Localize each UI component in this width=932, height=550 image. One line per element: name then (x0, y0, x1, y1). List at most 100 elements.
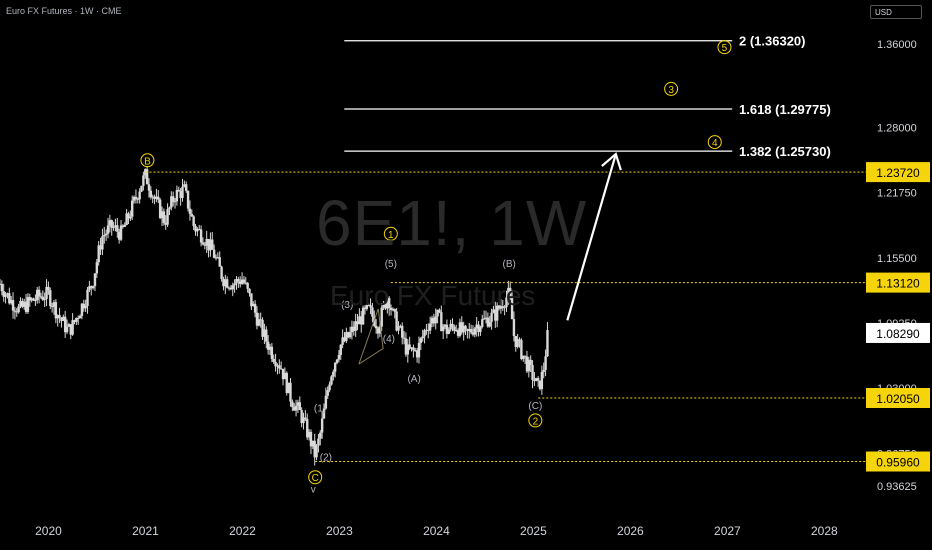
candle-body (300, 410, 303, 424)
x-axis: 2020 2021 2022 2023 2024 2025 2026 2027 2028 (35, 524, 838, 538)
candle-body (41, 296, 45, 300)
candle-body (356, 321, 359, 325)
dotted-levels (145, 171, 866, 463)
candle-body (158, 199, 162, 219)
candle-body (56, 315, 59, 319)
candle-body (367, 304, 370, 306)
candle-body (101, 236, 104, 250)
candle-body (71, 320, 74, 335)
wave-label-minor: (3) (341, 300, 353, 311)
candle-body (212, 249, 216, 258)
fib-label: 2 (1.36320) (739, 34, 806, 49)
candle-body (393, 309, 396, 312)
candle-body (54, 302, 58, 319)
candle-body (220, 266, 223, 279)
currency-selector[interactable]: USD (870, 5, 922, 19)
candle-body (466, 329, 469, 332)
candle-body (103, 235, 106, 237)
triangle-pattern (358, 308, 384, 365)
candle-body (289, 382, 292, 402)
candle-body (354, 321, 357, 331)
candle-body (177, 189, 180, 192)
wave-label-minor: (B) (502, 259, 515, 270)
candle-body (198, 229, 201, 231)
wave-circle (707, 135, 722, 150)
candle-body (475, 324, 478, 329)
candle-body (125, 213, 128, 225)
candle-body (451, 323, 454, 327)
candle-body (266, 341, 270, 350)
wave-label-major: 1 (388, 230, 394, 241)
candle-body (464, 325, 467, 330)
candle-body (345, 332, 348, 341)
wave-circle (140, 153, 155, 168)
watermark-name: Euro FX Futures (330, 280, 536, 311)
candle-body (399, 325, 402, 327)
candle-body (337, 354, 341, 360)
candle-body (339, 344, 342, 355)
candle-body (270, 346, 274, 359)
candle-body (52, 302, 56, 307)
candle-body (309, 431, 313, 447)
candle-body (320, 418, 324, 433)
candle-body (209, 239, 212, 251)
candle-body (263, 329, 266, 337)
candle-body (486, 317, 490, 327)
candle-body (438, 309, 441, 313)
candle-body (77, 317, 80, 319)
price-tag-label: 1.02050 (876, 392, 920, 406)
candle-body (529, 359, 532, 366)
wave-label-minor: (4) (383, 334, 395, 345)
candle-body (82, 303, 85, 309)
wave-label-minor: (2) (320, 453, 332, 464)
candle-body (360, 316, 363, 325)
candle-body (365, 304, 369, 309)
candle-body (445, 324, 449, 334)
x-tick-label: 2021 (132, 524, 159, 538)
candle-body (391, 309, 395, 311)
candle-body (374, 325, 378, 329)
candle-body (296, 402, 300, 406)
candle-body (106, 225, 110, 234)
candle-body (95, 262, 99, 274)
candle-body (447, 329, 450, 334)
candle-body (186, 190, 190, 209)
candle-body (26, 297, 30, 312)
candle-body (37, 289, 41, 297)
wave-label-minor: v (311, 484, 316, 495)
candle-body (514, 335, 517, 347)
candle-body (170, 196, 173, 208)
candle-body (257, 319, 261, 326)
candle-body (6, 293, 9, 295)
candle-body (479, 326, 482, 332)
candle-body (495, 305, 499, 321)
candle-body (415, 350, 419, 358)
candle-body (421, 336, 424, 339)
candle-body (203, 244, 207, 246)
candle-body (453, 326, 456, 331)
wave-labels: B C 1 2 3 4 5 (5) (B) (3) (4) (A) (C) (1) (2) v (140, 40, 732, 495)
candle-body (259, 319, 262, 321)
candle-body (307, 431, 311, 438)
candle-body (132, 196, 136, 201)
candle-body (298, 402, 301, 411)
candle-body (140, 185, 143, 192)
candle-body (311, 440, 315, 447)
y-tick-label: 1.36000 (877, 39, 917, 51)
candles (0, 165, 549, 466)
candle-body (449, 323, 452, 330)
candle-body (412, 347, 415, 351)
candle-body (350, 326, 354, 333)
candle-body (293, 407, 296, 411)
candle-body (330, 376, 333, 385)
candle-body (123, 224, 126, 227)
candle-body (419, 338, 423, 343)
price-tag-label: 1.23720 (876, 166, 920, 180)
candle-body (402, 337, 406, 339)
wave-circle (383, 226, 398, 241)
candle-body (425, 329, 428, 331)
candle-body (440, 312, 443, 332)
candle-body (335, 359, 339, 363)
candle-body (246, 282, 249, 289)
